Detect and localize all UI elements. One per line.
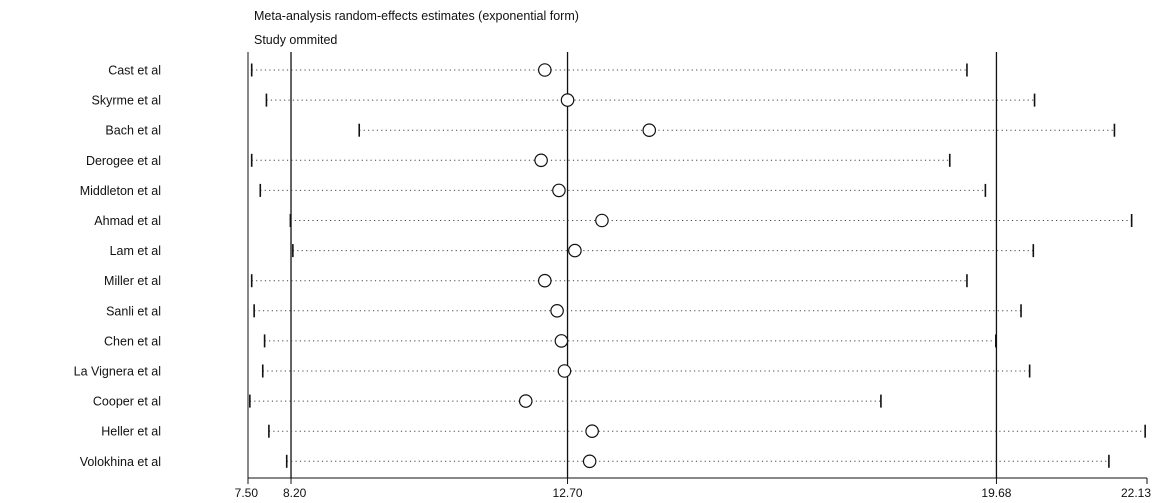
study-label: Skyrme et al	[92, 94, 161, 108]
estimate-point	[585, 424, 599, 438]
estimate-point	[550, 303, 564, 318]
study-label: Middleton et al	[80, 184, 161, 198]
study-label: Derogee et al	[86, 154, 161, 168]
estimate-point	[642, 123, 657, 137]
estimate-point	[595, 213, 609, 228]
estimate-point	[560, 93, 575, 107]
estimate-point	[552, 183, 566, 198]
study-label: La Vignera et al	[74, 365, 161, 379]
x-tick-label: 8.20	[283, 486, 307, 500]
study-label: Heller et al	[101, 425, 161, 439]
x-tick-label: 19.68	[981, 486, 1011, 500]
study-label: Lam et al	[110, 244, 161, 258]
study-label: Cast et al	[108, 64, 161, 78]
study-label: Cooper et al	[93, 395, 161, 409]
estimate-point	[518, 394, 533, 408]
study-label: Bach et al	[105, 124, 161, 138]
estimate-point	[537, 63, 552, 77]
x-tick-label: 22.13	[1121, 486, 1151, 500]
study-label: Volokhina et al	[80, 455, 161, 469]
x-tick-label: 12.70	[553, 486, 583, 500]
study-label: Miller et al	[104, 274, 161, 288]
study-label: Sanli et al	[106, 304, 161, 318]
chart-title: Meta-analysis random-effects estimates (…	[254, 9, 579, 23]
estimate-point	[554, 334, 569, 348]
estimate-point	[557, 364, 572, 378]
estimate-point	[534, 153, 548, 168]
estimate-point	[568, 243, 582, 258]
chart-subtitle: Study ommited	[254, 33, 338, 47]
estimate-point	[582, 454, 597, 469]
study-label: Chen et al	[104, 334, 161, 348]
estimate-point	[537, 273, 552, 288]
study-label: Ahmad et al	[94, 214, 161, 228]
x-tick-label: 7.50	[235, 486, 259, 500]
